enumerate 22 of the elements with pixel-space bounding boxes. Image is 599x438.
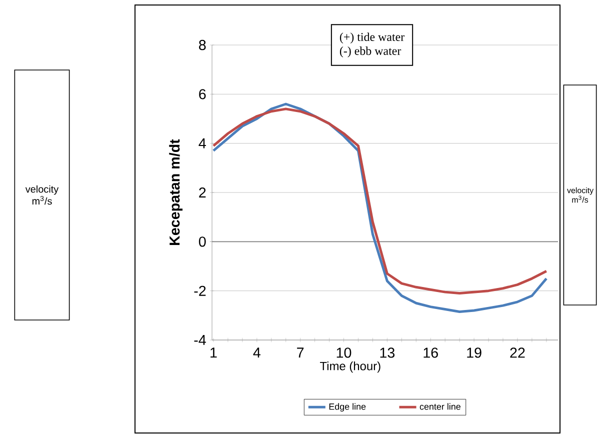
annotation: (-) ebb water bbox=[340, 46, 402, 58]
y-tick-label: -2 bbox=[194, 286, 206, 296]
x-tick-label: 10 bbox=[336, 348, 352, 358]
y-axis-title: Kecepatan m/dt bbox=[169, 139, 183, 245]
x-tick-label: 1 bbox=[210, 348, 217, 358]
y-tick-label: 2 bbox=[199, 187, 206, 198]
text: (+) tide water bbox=[340, 32, 404, 44]
legend-label: center line bbox=[420, 403, 460, 410]
legend-label: Edge line bbox=[329, 403, 366, 412]
y-tick-label: -4 bbox=[194, 335, 206, 345]
x-tick-label: 13 bbox=[380, 348, 395, 358]
x-tick-label: 22 bbox=[510, 348, 525, 358]
y-tick-label: 6 bbox=[199, 89, 206, 100]
y-tick-label: 8 bbox=[199, 40, 206, 50]
x-tick-label: 16 bbox=[424, 348, 438, 358]
y-tick-label: 4 bbox=[198, 138, 206, 148]
text: velocity m$^{3}$/s bbox=[25, 185, 59, 205]
x-tick-label: 7 bbox=[297, 348, 304, 358]
y-tick-label: 0 bbox=[198, 236, 206, 247]
x-axis-title: Time (hour) bbox=[320, 362, 380, 373]
x-tick-label: 19 bbox=[467, 348, 482, 358]
x-tick-label: 4 bbox=[253, 348, 260, 358]
